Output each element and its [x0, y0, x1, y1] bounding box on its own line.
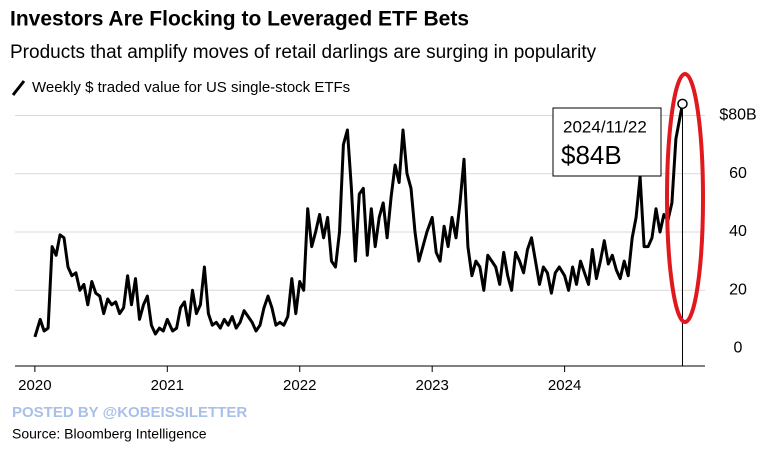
- x-tick-label: 2023: [415, 377, 448, 394]
- x-tick-label: 2021: [151, 377, 184, 394]
- y-tick-label: 60: [729, 165, 747, 182]
- legend-icon: [11, 80, 26, 96]
- watermark: POSTED BY @KOBEISSILETTER: [12, 404, 247, 421]
- y-tick-label: 0: [734, 340, 743, 357]
- x-tick-label: 2020: [18, 377, 51, 394]
- source: Source: Bloomberg Intelligence: [12, 426, 207, 442]
- x-tick-label: 2024: [548, 377, 581, 394]
- y-tick-label: $80B: [719, 107, 756, 124]
- chart-subtitle: Products that amplify moves of retail da…: [10, 42, 597, 63]
- y-tick-label: 20: [729, 281, 747, 298]
- last-point: [677, 98, 688, 110]
- chart-title: Investors Are Flocking to Leveraged ETF …: [10, 8, 469, 31]
- annotation-date: 2024/11/22: [563, 117, 647, 136]
- series-line: [33, 103, 684, 338]
- highlight-ellipse: [665, 72, 705, 324]
- x-tick-label: 2022: [283, 377, 316, 394]
- legend-label: Weekly $ traded value for US single-stoc…: [32, 79, 350, 96]
- y-tick-label: 40: [729, 223, 747, 240]
- annotation-box: [552, 107, 662, 177]
- annotation-value: $84B: [561, 140, 622, 170]
